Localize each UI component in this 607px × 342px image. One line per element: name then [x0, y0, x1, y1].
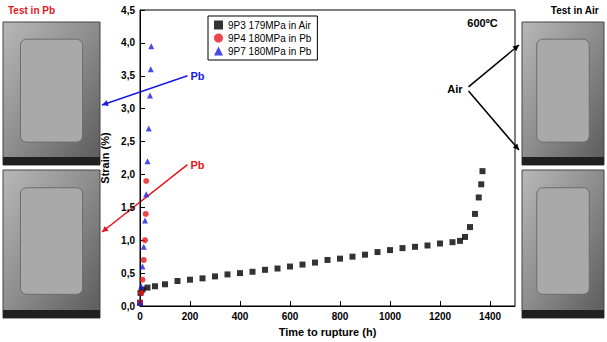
- svg-text:1000: 1000: [379, 311, 402, 322]
- svg-text:Time to rupture (h): Time to rupture (h): [279, 326, 377, 338]
- svg-text:Pb: Pb: [190, 159, 204, 171]
- svg-text:1400: 1400: [479, 311, 502, 322]
- svg-text:3,0: 3,0: [121, 103, 135, 114]
- svg-text:3,5: 3,5: [121, 70, 135, 81]
- svg-text:9P7 180MPa in Pb: 9P7 180MPa in Pb: [228, 46, 312, 57]
- svg-text:800: 800: [332, 311, 349, 322]
- svg-text:600ºC: 600ºC: [467, 17, 497, 29]
- svg-text:1200: 1200: [429, 311, 452, 322]
- svg-text:Strain (%): Strain (%): [99, 132, 111, 184]
- svg-text:1,0: 1,0: [121, 235, 135, 246]
- svg-text:200: 200: [182, 311, 199, 322]
- svg-text:0: 0: [137, 311, 143, 322]
- svg-text:0,5: 0,5: [121, 268, 135, 279]
- svg-text:Pb: Pb: [190, 70, 204, 82]
- svg-text:Test in Pb: Test in Pb: [8, 5, 55, 16]
- svg-text:2,0: 2,0: [121, 169, 135, 180]
- svg-text:2,5: 2,5: [121, 136, 135, 147]
- svg-text:600: 600: [282, 311, 299, 322]
- svg-text:Air: Air: [447, 83, 463, 95]
- svg-text:4,5: 4,5: [121, 5, 135, 16]
- svg-text:1,5: 1,5: [121, 202, 135, 213]
- svg-text:9P3 179MPa in Air: 9P3 179MPa in Air: [228, 20, 311, 31]
- svg-text:400: 400: [232, 311, 249, 322]
- svg-text:0,0: 0,0: [121, 301, 135, 312]
- svg-text:Test in Air: Test in Air: [551, 5, 599, 16]
- svg-text:9P4 180MPa in Pb: 9P4 180MPa in Pb: [228, 33, 312, 44]
- svg-text:4,0: 4,0: [121, 37, 135, 48]
